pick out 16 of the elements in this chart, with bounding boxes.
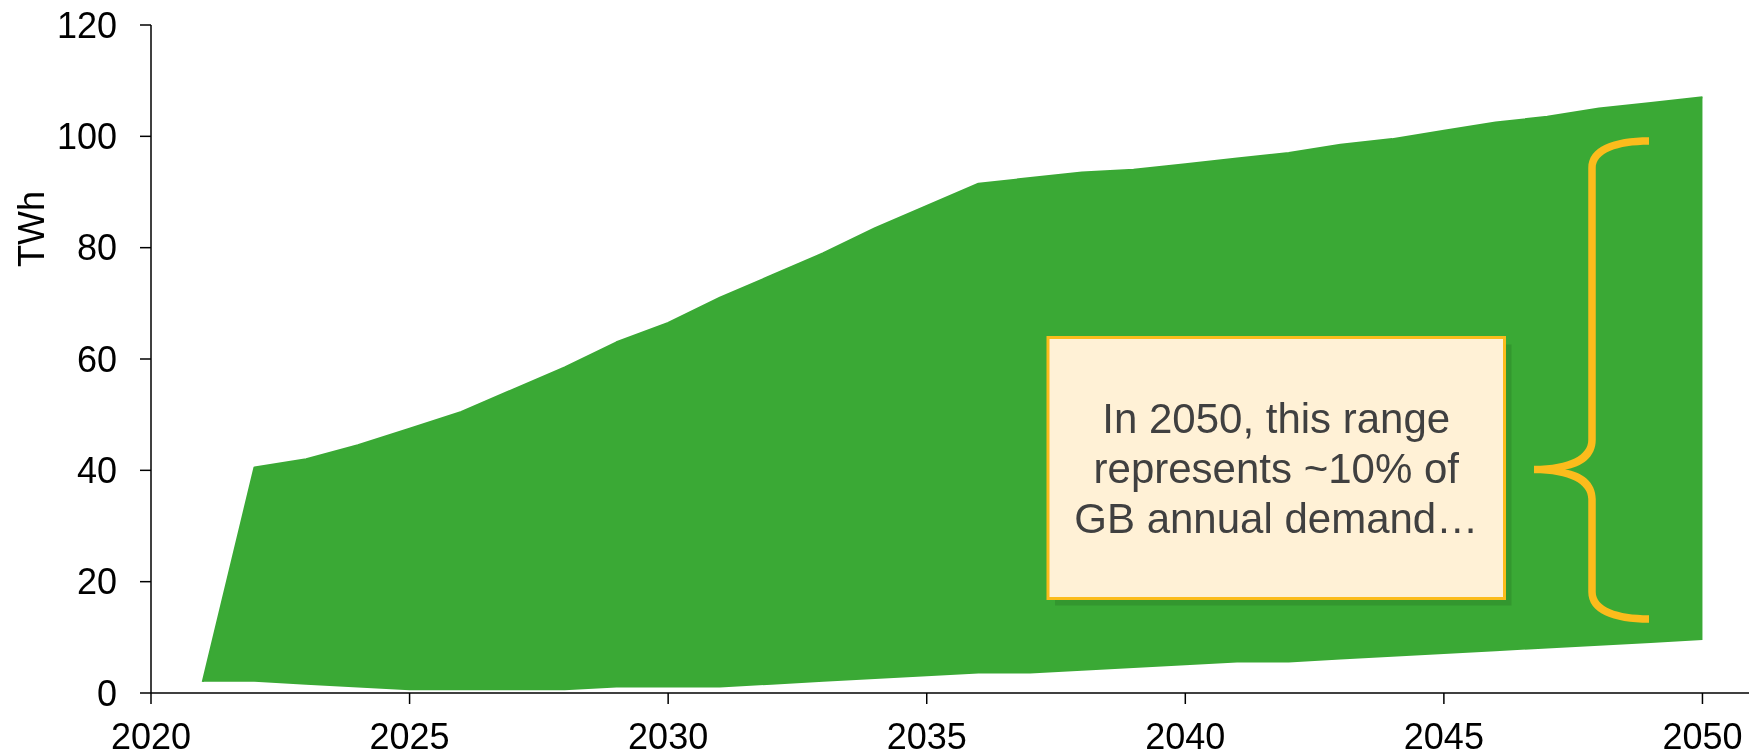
x-tick-label: 2040 <box>1145 716 1226 755</box>
y-tick-label: 60 <box>76 338 117 380</box>
x-tick-label: 2030 <box>628 716 709 755</box>
x-tick-label: 2025 <box>369 716 450 755</box>
y-tick-label: 120 <box>56 4 117 46</box>
y-tick-label: 100 <box>56 115 117 157</box>
y-tick-label: 40 <box>76 449 117 491</box>
annotation: In 2050, this range represents ~10% of GB annual demand… <box>1074 394 1479 542</box>
x-tick-label: 2050 <box>1662 716 1743 755</box>
y-tick-label: 20 <box>76 561 117 603</box>
x-tick-label: 2045 <box>1403 716 1484 755</box>
x-tick-label: 2020 <box>110 716 192 755</box>
y-tick-label: 0 <box>96 672 117 714</box>
y-tick-label: 80 <box>76 227 117 269</box>
y-axis-title: TWh <box>11 191 52 267</box>
x-tick-label: 2035 <box>886 716 967 755</box>
